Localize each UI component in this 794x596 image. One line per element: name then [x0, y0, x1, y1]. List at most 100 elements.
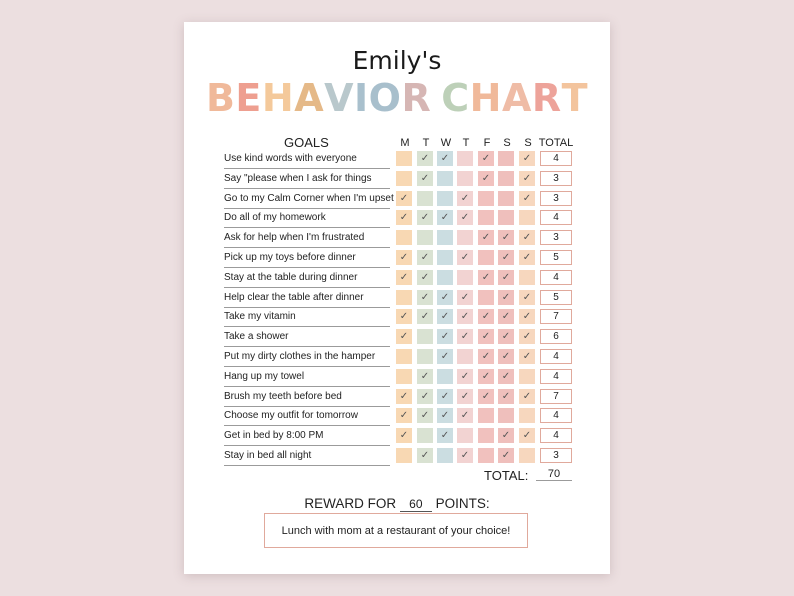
- checked-day-cell[interactable]: ✓: [519, 170, 535, 186]
- checked-day-cell[interactable]: ✓: [498, 289, 514, 305]
- day-cell[interactable]: [457, 428, 473, 444]
- checked-day-cell[interactable]: ✓: [417, 368, 433, 384]
- day-cell[interactable]: [396, 368, 412, 384]
- checked-day-cell[interactable]: ✓: [437, 151, 453, 166]
- day-cell[interactable]: [519, 368, 535, 384]
- day-cell[interactable]: [396, 448, 412, 463]
- checked-day-cell[interactable]: ✓: [498, 309, 514, 325]
- checked-day-cell[interactable]: ✓: [437, 289, 453, 305]
- checked-day-cell[interactable]: ✓: [457, 210, 473, 226]
- checked-day-cell[interactable]: ✓: [519, 289, 535, 305]
- checked-day-cell[interactable]: ✓: [498, 349, 514, 364]
- checked-day-cell[interactable]: ✓: [478, 349, 494, 364]
- checked-day-cell[interactable]: ✓: [478, 269, 494, 285]
- checked-day-cell[interactable]: ✓: [437, 210, 453, 226]
- checked-day-cell[interactable]: ✓: [457, 190, 473, 206]
- checked-day-cell[interactable]: ✓: [437, 309, 453, 325]
- day-cell[interactable]: [457, 170, 473, 186]
- day-cell[interactable]: [519, 269, 535, 285]
- checked-day-cell[interactable]: ✓: [478, 309, 494, 325]
- checked-day-cell[interactable]: ✓: [417, 309, 433, 325]
- day-cell[interactable]: [437, 230, 453, 246]
- checked-day-cell[interactable]: ✓: [417, 151, 433, 166]
- checked-day-cell[interactable]: ✓: [478, 329, 494, 345]
- day-cell[interactable]: [396, 151, 412, 166]
- checked-day-cell[interactable]: ✓: [437, 408, 453, 424]
- day-cell[interactable]: [457, 269, 473, 285]
- checked-day-cell[interactable]: ✓: [498, 388, 514, 404]
- checked-day-cell[interactable]: ✓: [457, 368, 473, 384]
- checked-day-cell[interactable]: ✓: [457, 448, 473, 463]
- day-cell[interactable]: [478, 190, 494, 206]
- day-cell[interactable]: [457, 151, 473, 166]
- checked-day-cell[interactable]: ✓: [519, 190, 535, 206]
- day-cell[interactable]: [396, 349, 412, 364]
- checked-day-cell[interactable]: ✓: [396, 190, 412, 206]
- day-cell[interactable]: [417, 428, 433, 444]
- day-cell[interactable]: [498, 408, 514, 424]
- checked-day-cell[interactable]: ✓: [417, 448, 433, 463]
- checked-day-cell[interactable]: ✓: [457, 309, 473, 325]
- day-cell[interactable]: [478, 428, 494, 444]
- day-cell[interactable]: [519, 210, 535, 226]
- checked-day-cell[interactable]: ✓: [396, 250, 412, 265]
- day-cell[interactable]: [437, 190, 453, 206]
- day-cell[interactable]: [396, 289, 412, 305]
- checked-day-cell[interactable]: ✓: [396, 408, 412, 424]
- day-cell[interactable]: [417, 190, 433, 206]
- checked-day-cell[interactable]: ✓: [498, 428, 514, 444]
- checked-day-cell[interactable]: ✓: [417, 269, 433, 285]
- checked-day-cell[interactable]: ✓: [457, 388, 473, 404]
- day-cell[interactable]: [437, 269, 453, 285]
- day-cell[interactable]: [437, 170, 453, 186]
- checked-day-cell[interactable]: ✓: [498, 448, 514, 463]
- day-cell[interactable]: [417, 349, 433, 364]
- day-cell[interactable]: [396, 230, 412, 246]
- day-cell[interactable]: [457, 349, 473, 364]
- checked-day-cell[interactable]: ✓: [396, 269, 412, 285]
- checked-day-cell[interactable]: ✓: [396, 329, 412, 345]
- checked-day-cell[interactable]: ✓: [478, 368, 494, 384]
- day-cell[interactable]: [498, 190, 514, 206]
- checked-day-cell[interactable]: ✓: [478, 151, 494, 166]
- day-cell[interactable]: [478, 210, 494, 226]
- day-cell[interactable]: [498, 151, 514, 166]
- day-cell[interactable]: [417, 230, 433, 246]
- day-cell[interactable]: [437, 250, 453, 265]
- day-cell[interactable]: [478, 289, 494, 305]
- day-cell[interactable]: [478, 250, 494, 265]
- checked-day-cell[interactable]: ✓: [519, 151, 535, 166]
- day-cell[interactable]: [417, 329, 433, 345]
- checked-day-cell[interactable]: ✓: [437, 329, 453, 345]
- checked-day-cell[interactable]: ✓: [519, 230, 535, 246]
- day-cell[interactable]: [519, 448, 535, 463]
- checked-day-cell[interactable]: ✓: [396, 210, 412, 226]
- checked-day-cell[interactable]: ✓: [417, 408, 433, 424]
- checked-day-cell[interactable]: ✓: [437, 349, 453, 364]
- checked-day-cell[interactable]: ✓: [498, 230, 514, 246]
- checked-day-cell[interactable]: ✓: [457, 250, 473, 265]
- checked-day-cell[interactable]: ✓: [519, 428, 535, 444]
- checked-day-cell[interactable]: ✓: [498, 329, 514, 345]
- day-cell[interactable]: [478, 408, 494, 424]
- checked-day-cell[interactable]: ✓: [396, 309, 412, 325]
- day-cell[interactable]: [396, 170, 412, 186]
- checked-day-cell[interactable]: ✓: [519, 250, 535, 265]
- day-cell[interactable]: [519, 408, 535, 424]
- checked-day-cell[interactable]: ✓: [519, 349, 535, 364]
- day-cell[interactable]: [457, 230, 473, 246]
- checked-day-cell[interactable]: ✓: [478, 388, 494, 404]
- checked-day-cell[interactable]: ✓: [437, 388, 453, 404]
- day-cell[interactable]: [498, 170, 514, 186]
- day-cell[interactable]: [437, 368, 453, 384]
- checked-day-cell[interactable]: ✓: [498, 368, 514, 384]
- checked-day-cell[interactable]: ✓: [457, 329, 473, 345]
- day-cell[interactable]: [437, 448, 453, 463]
- checked-day-cell[interactable]: ✓: [478, 230, 494, 246]
- checked-day-cell[interactable]: ✓: [417, 170, 433, 186]
- day-cell[interactable]: [498, 210, 514, 226]
- checked-day-cell[interactable]: ✓: [478, 170, 494, 186]
- checked-day-cell[interactable]: ✓: [417, 289, 433, 305]
- checked-day-cell[interactable]: ✓: [498, 269, 514, 285]
- checked-day-cell[interactable]: ✓: [417, 210, 433, 226]
